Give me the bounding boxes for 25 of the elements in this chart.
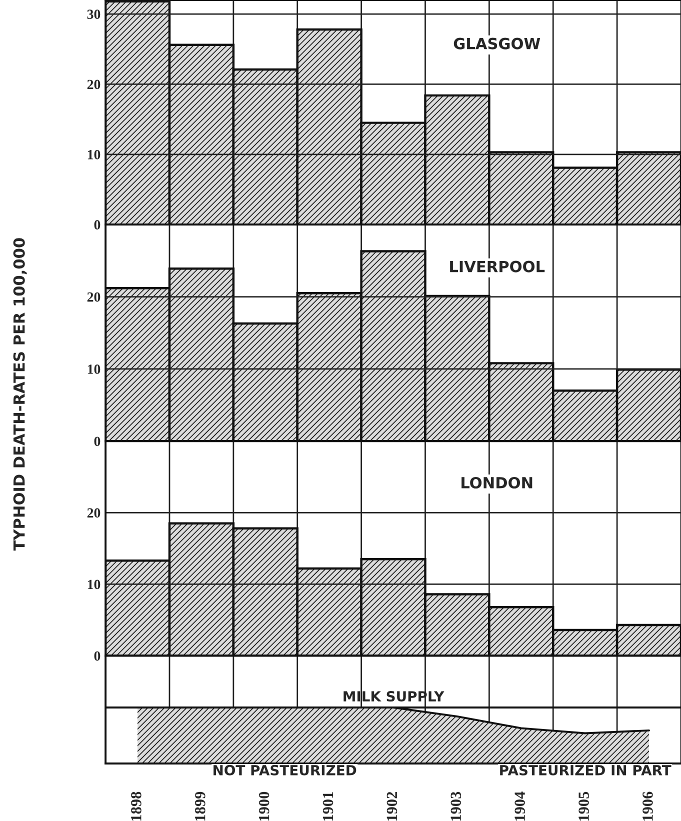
y-tick-label: 10: [88, 150, 100, 160]
x-tick-label: 1899: [194, 792, 206, 821]
y-tick-label: 20: [87, 292, 100, 302]
y-tick-label: 0: [94, 220, 100, 230]
x-tick-label: 1902: [386, 792, 398, 821]
x-tick-label: 1900: [258, 792, 270, 821]
x-tick-label: 1906: [642, 792, 653, 821]
text: PASTEURIZED IN PART: [500, 764, 672, 776]
y-tick-label: 0: [94, 651, 100, 661]
y-tick-label: 20: [87, 80, 100, 90]
y-tick-label: 30: [87, 10, 100, 19]
text: LIVERPOOL: [450, 260, 545, 272]
text: LONDON: [462, 476, 532, 488]
x-tick-label: 1905: [578, 792, 589, 821]
x-tick-label: 1898: [131, 792, 142, 821]
y-tick-label: 10: [88, 580, 100, 590]
y-axis-title: TYPHOID DEATH-RATES PER 100,000: [13, 238, 27, 551]
y-tick-label: 10: [88, 364, 100, 374]
x-tick-label: 1901: [322, 792, 334, 821]
x-tick-label: 1904: [514, 792, 525, 821]
y-tick-label: 20: [87, 508, 100, 518]
x-tick-label: 1903: [450, 792, 462, 821]
text: GLASGOW: [454, 38, 540, 50]
text: NOT PASTEURIZED: [214, 764, 356, 776]
y-tick-label: 0: [94, 436, 100, 446]
